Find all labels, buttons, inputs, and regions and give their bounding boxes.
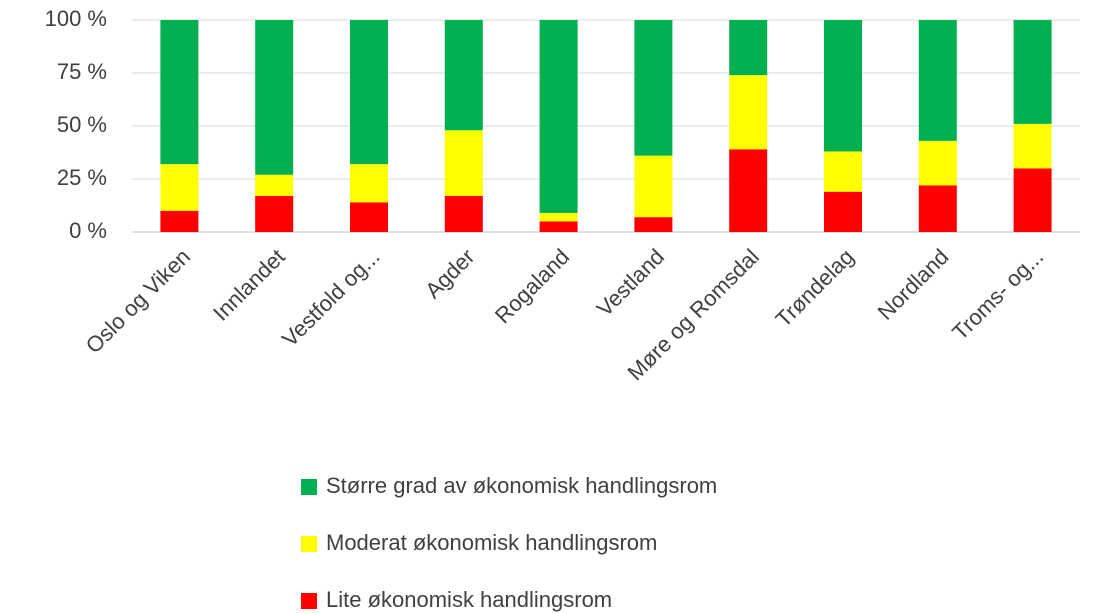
- bar-segment: [255, 174, 294, 196]
- bar-segment: [729, 149, 768, 232]
- bar-segment: [350, 20, 388, 165]
- bar-segment: [824, 191, 862, 232]
- bar-segment: [824, 20, 862, 152]
- x-tick-label: Rogaland: [490, 244, 574, 328]
- bar-segment: [918, 20, 957, 141]
- bar-segment: [160, 164, 199, 211]
- bar-segment: [444, 195, 483, 232]
- legend-label: Større grad av økonomisk handlingsrom: [326, 473, 717, 498]
- bar-segment: [634, 155, 673, 218]
- x-tick-label: Innlandet: [208, 244, 290, 326]
- y-tick-label: 75 %: [57, 59, 107, 84]
- bar-segment: [918, 140, 957, 186]
- bar-segment: [539, 212, 578, 222]
- bar-segment: [255, 20, 294, 175]
- legend-swatch: [301, 536, 317, 552]
- bar-segment: [539, 20, 578, 213]
- y-tick-label: 50 %: [57, 112, 107, 137]
- bar-segment: [444, 20, 483, 131]
- legend-label: Moderat økonomisk handlingsrom: [326, 530, 657, 555]
- bar-segment: [350, 202, 388, 232]
- bar-segment: [634, 217, 673, 232]
- legend-label: Lite økonomisk handlingsrom: [326, 587, 612, 612]
- bar-segment: [539, 221, 578, 232]
- x-tick-label: Agder: [420, 244, 479, 303]
- bar-segment: [1013, 20, 1052, 124]
- y-tick-label: 0 %: [69, 218, 107, 243]
- bar-segment: [444, 130, 483, 196]
- bar-segment: [1013, 123, 1052, 169]
- x-tick-label: Trøndelag: [771, 244, 859, 332]
- bar-segment: [160, 210, 199, 232]
- bar-segment: [1013, 168, 1052, 232]
- y-tick-label: 25 %: [57, 165, 107, 190]
- x-tick-label: Nordland: [873, 244, 954, 325]
- bar-segment: [729, 75, 768, 150]
- x-tick-label: Troms- og...: [947, 244, 1048, 345]
- x-tick-label: Vestland: [592, 244, 669, 321]
- bar-segment: [729, 20, 768, 76]
- bar-segment: [160, 20, 199, 165]
- bar-segment: [634, 20, 673, 156]
- bar-segment: [918, 185, 957, 232]
- legend-swatch: [301, 479, 317, 495]
- x-tick-label: Oslo og Viken: [81, 244, 195, 358]
- bar-segment: [255, 195, 294, 232]
- legend-swatch: [301, 593, 317, 609]
- bar-segment: [824, 151, 862, 192]
- bar-segment: [350, 164, 388, 203]
- x-tick-label: Vestfold og...: [277, 244, 385, 352]
- y-tick-label: 100 %: [45, 6, 107, 31]
